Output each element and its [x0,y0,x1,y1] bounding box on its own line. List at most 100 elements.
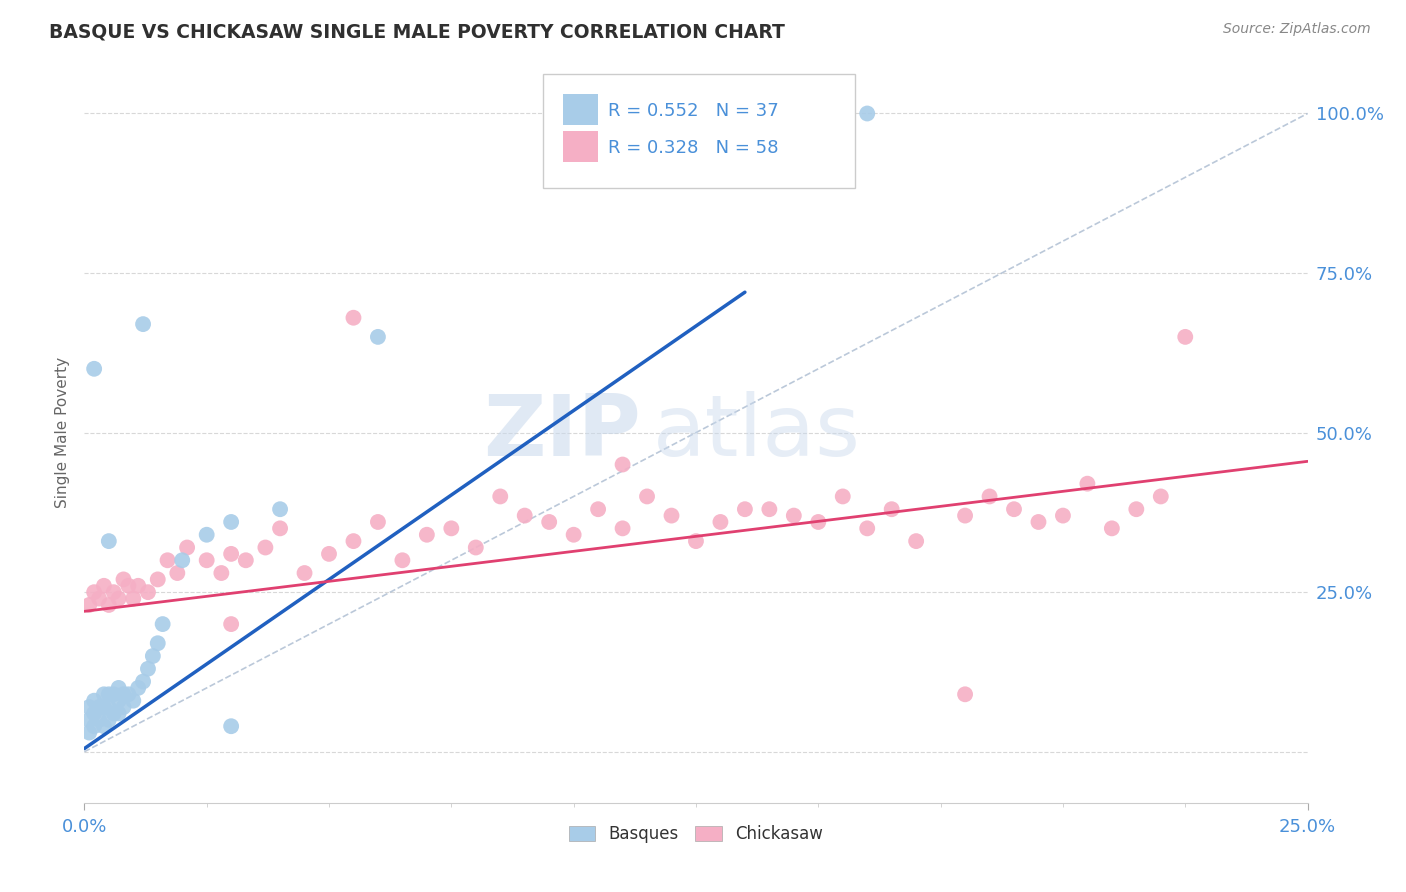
Point [1052,508,1074,523]
Point [219,617,242,632]
Point [97,687,120,701]
Point [122,591,145,606]
Point [142,648,165,663]
Point [93,579,115,593]
Point [219,547,242,561]
Point [83,585,105,599]
Point [880,502,903,516]
Point [107,681,129,695]
Point [464,541,486,555]
Text: BASQUE VS CHICKASAW SINGLE MALE POVERTY CORRELATION CHART: BASQUE VS CHICKASAW SINGLE MALE POVERTY … [49,22,785,41]
Point [107,706,129,721]
Point [758,502,780,516]
Point [93,687,115,701]
Point [562,527,585,541]
Point [93,719,115,733]
Point [440,521,463,535]
Point [953,687,976,701]
Point [107,591,129,606]
Point [1076,476,1098,491]
Point [1125,502,1147,516]
Point [1002,502,1025,516]
Point [176,541,198,555]
Point [132,674,155,689]
Point [367,515,389,529]
Point [166,566,188,580]
Point [87,713,110,727]
Text: Source: ZipAtlas.com: Source: ZipAtlas.com [1223,22,1371,37]
Point [93,700,115,714]
Point [97,713,120,727]
Point [83,694,105,708]
Point [103,706,125,721]
Point [586,502,609,516]
Point [783,508,806,523]
Text: R = 0.328   N = 58: R = 0.328 N = 58 [607,138,779,157]
Text: R = 0.552   N = 37: R = 0.552 N = 37 [607,102,779,120]
Point [117,687,139,701]
Point [1028,515,1050,529]
Point [87,591,110,606]
Point [979,490,1001,504]
Point [709,515,731,529]
Point [107,694,129,708]
Point [117,579,139,593]
Point [172,553,194,567]
Legend: Basques, Chickasaw: Basques, Chickasaw [562,819,830,850]
Point [103,585,125,599]
Point [953,508,976,523]
Point [342,534,364,549]
Point [612,458,634,472]
Point [831,490,853,504]
Point [156,553,179,567]
Point [269,521,291,535]
Point [112,700,135,714]
Point [195,527,218,541]
Point [661,508,683,523]
Point [905,534,928,549]
Point [97,598,120,612]
FancyBboxPatch shape [562,131,598,162]
Point [294,566,316,580]
Point [1150,490,1173,504]
Point [77,725,100,739]
Point [146,636,169,650]
Point [219,515,242,529]
Point [269,502,291,516]
Point [235,553,257,567]
Point [152,617,174,632]
Point [83,719,105,733]
Point [856,521,879,535]
Point [685,534,707,549]
Point [195,553,218,567]
Point [636,490,658,504]
Point [112,687,135,701]
Point [83,361,105,376]
FancyBboxPatch shape [543,73,855,188]
Point [391,553,413,567]
Point [489,490,512,504]
Point [77,700,100,714]
Point [77,598,100,612]
Text: ZIP: ZIP [484,391,641,475]
Point [1174,330,1197,344]
Point [97,534,120,549]
Point [209,566,232,580]
Point [103,687,125,701]
Point [97,700,120,714]
Point [127,681,149,695]
Point [513,508,536,523]
Point [612,521,634,535]
Point [136,662,159,676]
Point [219,719,242,733]
Text: atlas: atlas [654,391,860,475]
FancyBboxPatch shape [562,95,598,126]
Point [709,106,731,120]
Point [538,515,561,529]
Point [342,310,364,325]
Point [807,515,830,529]
Point [367,330,389,344]
Point [122,694,145,708]
Y-axis label: Single Male Poverty: Single Male Poverty [55,357,70,508]
Point [83,706,105,721]
